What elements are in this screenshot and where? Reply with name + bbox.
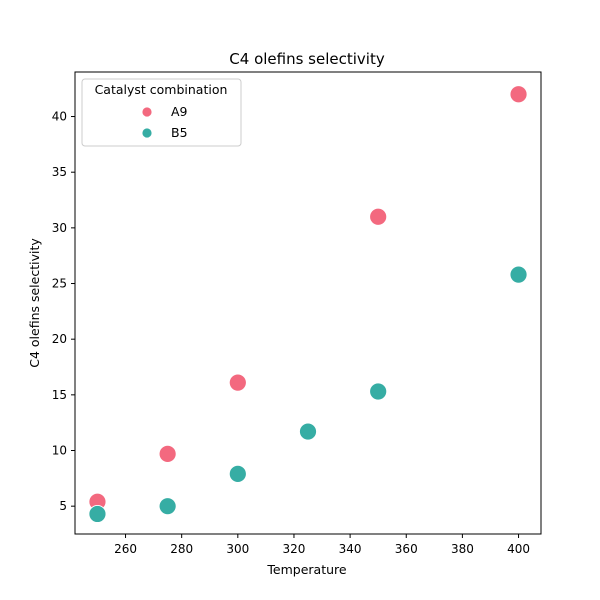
y-tick-label: 5 [59, 499, 67, 513]
point-b5 [299, 422, 317, 441]
plot-area [74, 71, 542, 535]
x-tick-label: 380 [451, 542, 474, 556]
x-tick-label: 360 [395, 542, 418, 556]
point-a9 [509, 85, 528, 104]
legend-label-b5: B5 [171, 125, 188, 140]
x-axis: 260 280 300 320 340 360 380 400 [114, 534, 530, 556]
y-tick-label: 10 [52, 444, 67, 458]
legend-title: Catalyst combination [95, 82, 228, 97]
legend-label-a9: A9 [171, 104, 188, 119]
x-tick-label: 260 [114, 542, 137, 556]
y-tick-label: 15 [52, 388, 67, 402]
x-tick-label: 400 [507, 542, 530, 556]
point-b5 [88, 505, 107, 523]
y-tick-label: 40 [52, 110, 67, 124]
y-tick-label: 20 [52, 332, 67, 346]
x-axis-title: Temperature [266, 562, 346, 577]
point-b5 [369, 382, 388, 401]
chart-title: C4 olefins selectivity [229, 50, 385, 68]
legend-marker-b5 [141, 127, 153, 139]
point-b5 [158, 497, 177, 516]
x-tick-label: 280 [170, 542, 193, 556]
point-b5 [228, 464, 247, 483]
y-axis: 5 10 15 20 25 30 35 40 [52, 110, 75, 513]
data-points [88, 85, 528, 523]
y-tick-label: 35 [52, 165, 67, 179]
point-a9 [369, 207, 388, 226]
point-a9 [158, 444, 177, 463]
legend-marker-a9 [141, 106, 153, 118]
x-tick-label: 320 [283, 542, 306, 556]
legend: Catalyst combination A9 B5 [81, 78, 242, 147]
y-tick-label: 30 [52, 221, 67, 235]
y-tick-label: 25 [52, 277, 67, 291]
y-axis-title: C4 olefins selectivity [27, 238, 42, 368]
x-tick-label: 340 [339, 542, 362, 556]
x-tick-label: 300 [226, 542, 249, 556]
point-b5 [509, 265, 528, 284]
legend-box [81, 78, 242, 147]
point-a9 [228, 373, 247, 392]
